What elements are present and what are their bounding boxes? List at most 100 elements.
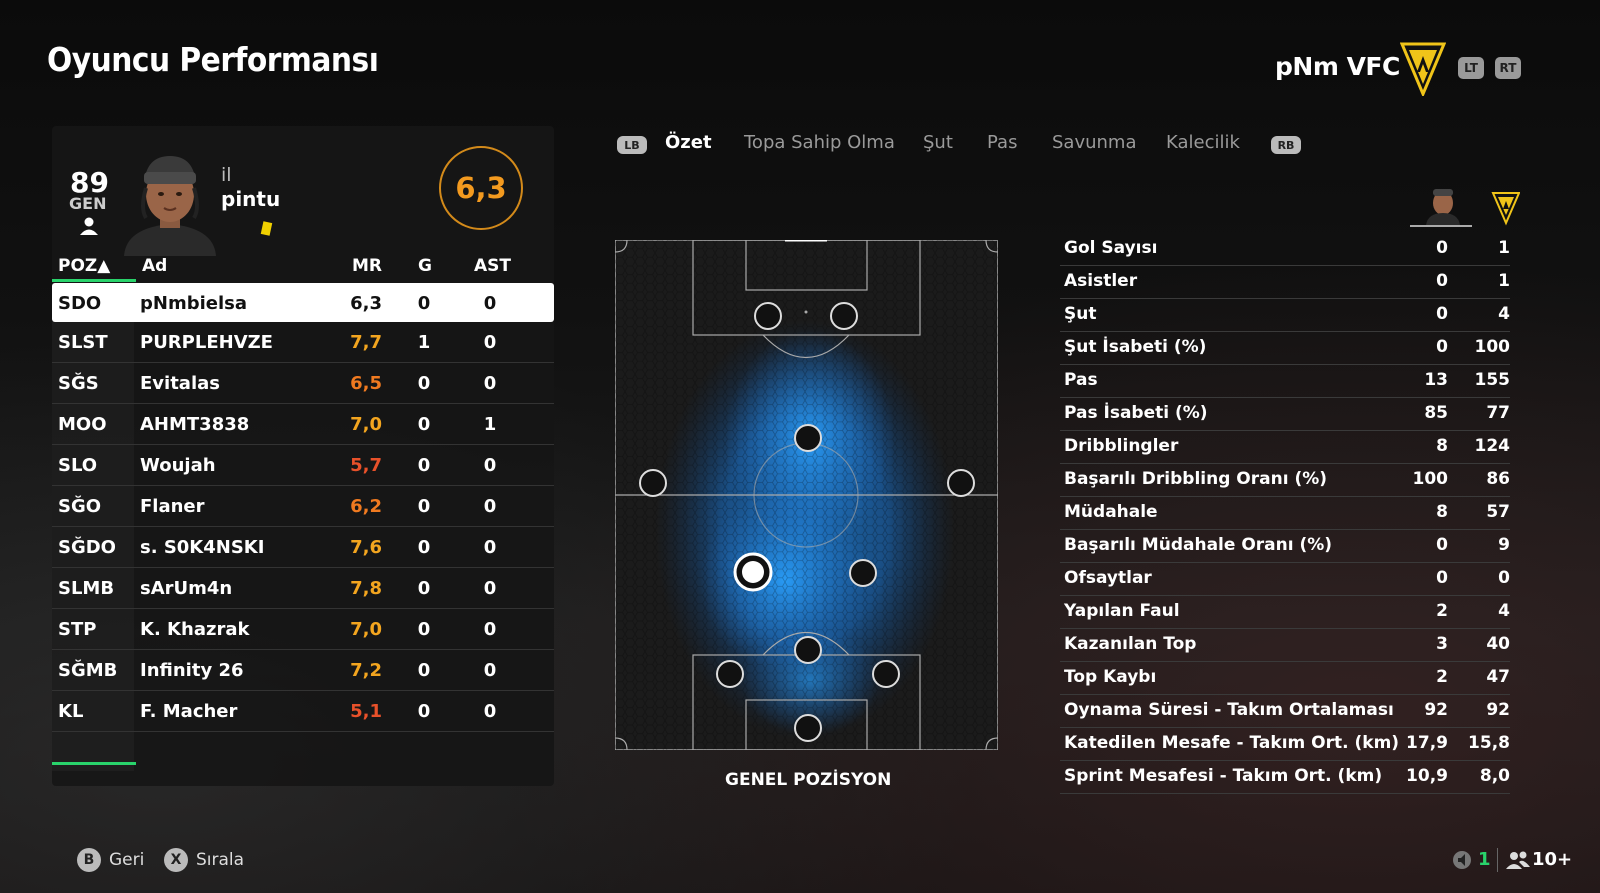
tab-pas[interactable]: Pas: [987, 132, 1018, 153]
stat-label: Oynama Süresi - Takım Ortalaması: [1064, 700, 1394, 720]
lt-button-icon[interactable]: LT: [1458, 57, 1484, 79]
row-player-name: Flaner: [140, 496, 205, 517]
stat-row: Gol Sayısı 0 1: [1060, 233, 1510, 266]
stat-team-value: 57: [1486, 502, 1510, 522]
header-mr[interactable]: MR: [352, 256, 383, 276]
stat-row: Başarılı Dribbling Oranı (%) 100 86: [1060, 464, 1510, 497]
stat-row: Müdahale 8 57: [1060, 497, 1510, 530]
row-position: SĞS: [58, 373, 99, 394]
row-position: KL: [58, 701, 84, 722]
x-button-icon[interactable]: X: [164, 848, 188, 872]
row-assists: 0: [483, 332, 497, 353]
stat-label: Top Kaybı: [1064, 667, 1157, 687]
stat-player-value: 2: [1436, 601, 1448, 621]
player-avatar: [116, 148, 224, 256]
row-assists: 0: [483, 455, 497, 476]
row-match-rating: 6,2: [350, 496, 382, 517]
stat-player-value: 0: [1436, 535, 1448, 555]
row-match-rating: 5,7: [350, 455, 382, 476]
stat-player-value: 0: [1436, 337, 1448, 357]
row-goals: 0: [417, 496, 431, 517]
table-row[interactable]: SLO Woujah 5,7 0 0: [52, 445, 554, 486]
row-goals: 0: [417, 660, 431, 681]
sort-indicator: [52, 279, 136, 282]
table-row[interactable]: SĞO Flaner 6,2 0 0: [52, 486, 554, 527]
tab-sut[interactable]: Şut: [923, 132, 953, 153]
position-heatmap: [614, 238, 999, 751]
stat-label: Pas İsabeti (%): [1064, 403, 1208, 423]
row-position: SLST: [58, 332, 108, 353]
header-g[interactable]: G: [418, 256, 432, 276]
row-player-name: AHMT3838: [140, 414, 250, 435]
stat-label: Ofsaytlar: [1064, 568, 1152, 588]
row-position: SLO: [58, 455, 98, 476]
stat-player-value: 0: [1436, 304, 1448, 324]
stat-row: Ofsaytlar 0 0: [1060, 563, 1510, 596]
stat-row: Asistler 0 1: [1060, 266, 1510, 299]
stat-team-value: 86: [1486, 469, 1510, 489]
stat-player-value: 13: [1424, 370, 1448, 390]
back-label[interactable]: Geri: [109, 850, 145, 870]
player-overall: 89: [70, 166, 109, 199]
row-assists: 0: [483, 619, 497, 640]
row-goals: 0: [417, 414, 431, 435]
table-row[interactable]: MOO AHMT3838 7,0 0 1: [52, 404, 554, 445]
stat-label: Müdahale: [1064, 502, 1158, 522]
tab-topa-sahip-olma[interactable]: Topa Sahip Olma: [744, 132, 895, 153]
stat-label: Yapılan Faul: [1064, 601, 1180, 621]
header-poz[interactable]: POZ▲: [58, 256, 111, 276]
stat-player-value: 3: [1436, 634, 1448, 654]
stat-team-value: 1: [1498, 238, 1510, 258]
header-name[interactable]: Ad: [142, 256, 168, 276]
sort-label[interactable]: Sırala: [196, 850, 245, 870]
header-ast[interactable]: AST: [474, 256, 511, 276]
row-position: SĞDO: [58, 537, 116, 558]
stat-team-value: 155: [1474, 370, 1511, 390]
rb-button-icon[interactable]: RB: [1271, 136, 1301, 154]
stat-row: Şut 0 4: [1060, 299, 1510, 332]
stat-team-value: 124: [1474, 436, 1511, 456]
table-row[interactable]: SĞS Evitalas 6,5 0 0: [52, 363, 554, 404]
lb-button-icon[interactable]: LB: [617, 136, 647, 154]
stat-row: Katedilen Mesafe - Takım Ort. (km) 17,9 15…: [1060, 728, 1510, 761]
stat-team-value: 4: [1498, 304, 1510, 324]
row-position: MOO: [58, 414, 107, 435]
table-row[interactable]: KL F. Macher 5,1 0 0: [52, 691, 554, 732]
tab-savunma[interactable]: Savunma: [1052, 132, 1137, 153]
stat-label: Dribblingler: [1064, 436, 1179, 456]
stat-team-value: 15,8: [1468, 733, 1510, 753]
player-table: SDO pNmbielsa 6,3 0 0 SLST PURPLEHVZE 7,7 1 0 SĞS E…: [52, 283, 554, 732]
stat-label: Gol Sayısı: [1064, 238, 1158, 258]
players-icon: [1505, 850, 1531, 874]
table-row[interactable]: STP K. Khazrak 7,0 0 0: [52, 609, 554, 650]
row-match-rating: 7,6: [350, 537, 382, 558]
b-button-icon[interactable]: B: [77, 848, 101, 872]
stat-label: Sprint Mesafesi - Takım Ort. (km): [1064, 766, 1383, 786]
mic-icon: [1452, 850, 1472, 874]
table-row[interactable]: SLST PURPLEHVZE 7,7 1 0: [52, 322, 554, 363]
stat-player-value: 17,9: [1406, 733, 1448, 753]
row-player-name: K. Khazrak: [140, 619, 250, 640]
row-position: SDO: [58, 293, 102, 314]
tab-kalecilik[interactable]: Kalecilik: [1166, 132, 1240, 153]
row-match-rating: 7,0: [350, 414, 382, 435]
tab-ozet[interactable]: Özet: [665, 132, 712, 153]
row-goals: 0: [417, 455, 431, 476]
table-row[interactable]: SLMB sArUm4n 7,8 0 0: [52, 568, 554, 609]
mic-count: 1: [1478, 849, 1491, 870]
row-assists: 0: [483, 537, 497, 558]
page-title: Oyuncu Performansı: [47, 40, 379, 79]
row-player-name: sArUm4n: [140, 578, 233, 599]
stat-row: Şut İsabeti (%) 0 100: [1060, 332, 1510, 365]
stat-row: Pas 13 155: [1060, 365, 1510, 398]
rt-button-icon[interactable]: RT: [1495, 57, 1521, 79]
row-goals: 0: [417, 619, 431, 640]
stat-player-value: 100: [1412, 469, 1449, 489]
table-row[interactable]: SĞDO s. S0K4NSKI 7,6 0 0: [52, 527, 554, 568]
stat-team-value: 40: [1486, 634, 1510, 654]
table-row[interactable]: SĞMB Infinity 26 7,2 0 0: [52, 650, 554, 691]
table-row[interactable]: SDO pNmbielsa 6,3 0 0: [52, 283, 554, 322]
row-position: STP: [58, 619, 97, 640]
row-assists: 0: [483, 578, 497, 599]
player-match-rating: 6,3: [439, 146, 523, 230]
